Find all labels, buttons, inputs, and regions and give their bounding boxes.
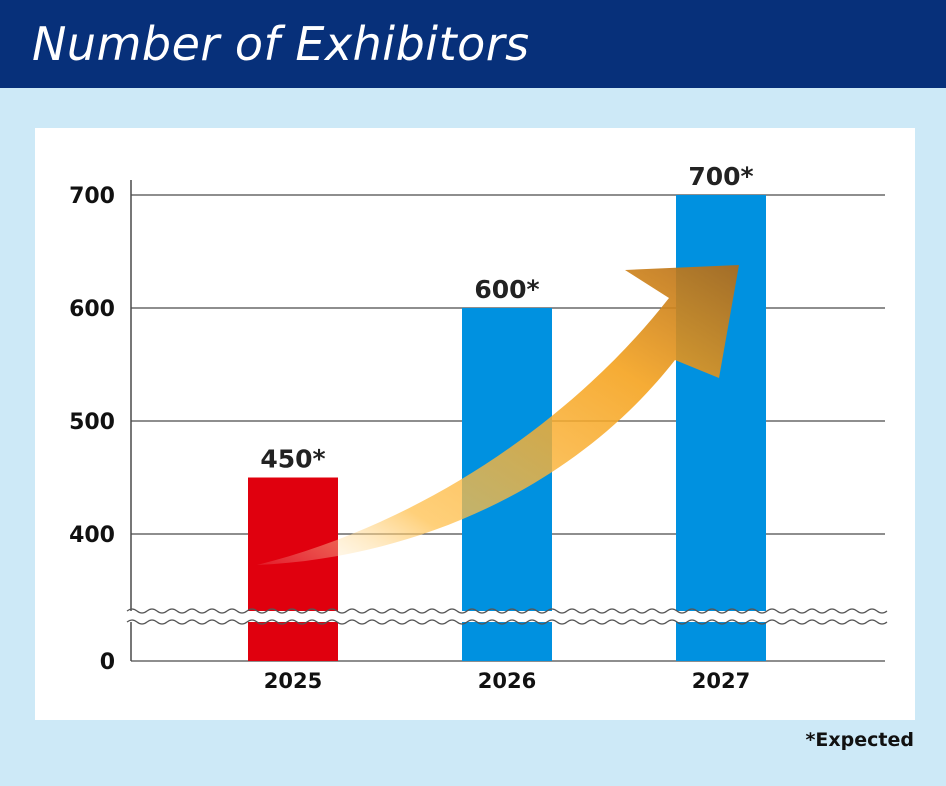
x-tick-label: 2027 [692,669,750,693]
bar-chart: 0 400 500 600 700 450* 2025 600* 2026 700* 2027 [69,162,889,693]
y-tick-label: 0 [100,650,115,675]
growth-arrow [257,265,739,565]
axis-break-bottom [126,619,888,625]
axis-break-band [127,611,889,622]
expected-footnote: *Expected [805,729,915,751]
page-title: Number of Exhibitors [32,17,530,71]
bar-2025 [248,477,338,661]
x-tick-label: 2025 [264,669,322,693]
x-tick-label: 2026 [478,669,536,693]
axis-break-top [126,608,888,614]
bar-2027 [676,195,766,661]
header-bar: Number of Exhibitors [0,0,946,88]
y-tick-label: 600 [69,297,115,322]
chart-panel: 0 400 500 600 700 450* 2025 600* 2026 700* 2027 [35,128,915,720]
y-tick-label: 500 [69,410,115,435]
data-label-2027: 700* [688,162,753,191]
y-tick-label: 400 [69,523,115,548]
y-tick-label: 700 [69,184,115,209]
data-label-2025: 450* [260,445,325,474]
data-label-2026: 600* [474,275,539,304]
